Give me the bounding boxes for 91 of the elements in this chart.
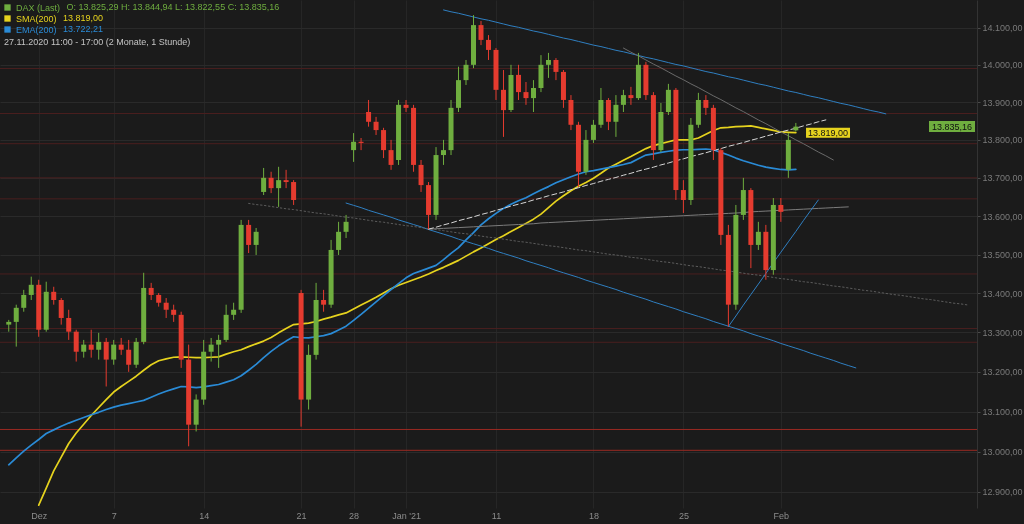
x-tick-label: 25 <box>678 510 689 521</box>
candlestick <box>665 83 671 116</box>
candlestick <box>463 59 469 86</box>
candlestick <box>351 132 357 163</box>
x-tick-label: 14 <box>199 510 210 521</box>
y-tick-label: 13.100,00 <box>982 407 1023 418</box>
legend-label: EMA(200) <box>16 24 57 35</box>
candlestick <box>96 332 102 361</box>
annotation: O: 13.825,29 H: 13.844,94 L: 13.822,55 C: 13.835,16 <box>66 2 280 13</box>
candlestick <box>373 116 379 136</box>
candlestick <box>418 159 424 193</box>
y-tick-label: 12.900,00 <box>982 487 1023 498</box>
y-tick-label: 14.000,00 <box>982 60 1023 71</box>
y-tick-label: 14.100,00 <box>982 23 1023 34</box>
candlestick <box>276 166 282 208</box>
candlestick <box>58 297 64 326</box>
candlestick <box>283 169 289 189</box>
candlestick <box>73 329 79 363</box>
candlestick <box>590 119 596 144</box>
y-tick-label: 13.700,00 <box>982 173 1023 184</box>
candlestick <box>605 97 611 131</box>
y-tick-label: 13.600,00 <box>982 211 1023 222</box>
candlestick <box>703 94 709 116</box>
candlestick <box>486 34 491 61</box>
candlestick <box>388 139 394 171</box>
annotation: 13.819,00 <box>63 13 104 24</box>
candlestick <box>268 171 274 194</box>
line-series <box>443 9 887 115</box>
candlestick <box>103 337 109 387</box>
line-series <box>428 206 849 230</box>
x-tick-label: Jan '21 <box>392 510 421 521</box>
candlestick <box>523 81 529 106</box>
x-tick-label: Feb <box>773 510 790 521</box>
candlestick <box>133 337 139 369</box>
candlestick <box>366 99 372 128</box>
text: 13.835,16 <box>931 121 973 132</box>
line-series <box>248 202 969 306</box>
x-tick-label: 21 <box>296 510 307 521</box>
candlestick <box>553 57 559 81</box>
annotation: 13.722,21 <box>63 24 104 35</box>
x-tick-label: 11 <box>491 510 502 521</box>
candlestick <box>13 304 19 348</box>
legend-label: DAX (Last) <box>16 2 61 13</box>
candlestick <box>88 329 94 359</box>
candlestick <box>21 289 27 313</box>
y-tick-label: 13.500,00 <box>982 250 1023 261</box>
x-tick-label: 18 <box>588 510 599 521</box>
candlestick <box>261 167 267 196</box>
candlestick <box>28 276 34 301</box>
candlestick <box>336 221 342 256</box>
candlestick <box>381 127 387 159</box>
candlestick <box>441 139 447 166</box>
candlestick <box>538 54 544 93</box>
candlestick <box>613 94 619 138</box>
candlestick <box>755 221 761 251</box>
candlestick <box>291 179 297 206</box>
y-tick-label: 13.800,00 <box>982 135 1023 146</box>
candlestick <box>163 297 169 319</box>
y-tick-label: 13.900,00 <box>982 97 1023 108</box>
y-tick-label: 13.200,00 <box>982 367 1023 378</box>
candlestick <box>515 64 521 101</box>
candlestick <box>246 219 252 254</box>
candlestick <box>321 289 327 313</box>
line-series <box>7 148 797 466</box>
line-series <box>345 202 857 369</box>
candlestick <box>500 69 506 138</box>
data-label: 13.819,00 <box>808 127 849 138</box>
x-tick-label: 7 <box>111 510 117 521</box>
candlestick <box>66 309 72 341</box>
line-series <box>37 125 797 507</box>
candlestick <box>253 227 259 256</box>
candlestick <box>343 214 349 239</box>
candlestick <box>680 179 686 214</box>
candlestick <box>208 337 214 363</box>
candlestick <box>530 79 536 113</box>
y-tick-label: 13.400,00 <box>982 288 1023 299</box>
candlestick <box>403 99 409 113</box>
candlestick <box>478 20 484 46</box>
candlestick <box>628 86 634 106</box>
candlestick <box>545 52 551 79</box>
annotation: 27.11.2020 11:00 - 17:00 (2 Monate, 1 Stunde) <box>4 36 191 47</box>
candlestick <box>216 334 222 369</box>
legend-label: SMA(200) <box>16 13 57 24</box>
candlestick <box>778 197 784 223</box>
candlestick <box>111 339 117 366</box>
y-tick-label: 13.000,00 <box>982 447 1023 457</box>
x-tick-label: 28 <box>349 510 360 521</box>
candlestick <box>620 89 626 113</box>
candlestick <box>126 339 132 373</box>
x-tick-label: Dez <box>31 510 48 521</box>
y-tick-label: 13.300,00 <box>982 327 1023 338</box>
